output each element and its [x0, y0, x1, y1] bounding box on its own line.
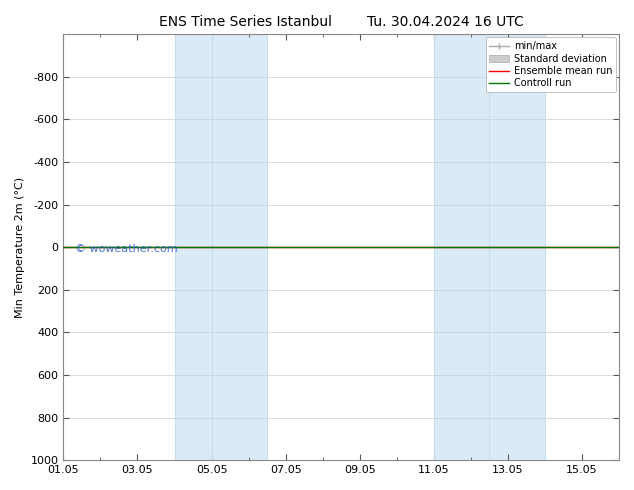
Bar — [489, 34, 545, 460]
Legend: min/max, Standard deviation, Ensemble mean run, Controll run: min/max, Standard deviation, Ensemble me… — [486, 37, 616, 92]
Bar — [174, 34, 212, 460]
Text: © woweather.com: © woweather.com — [75, 245, 177, 254]
Y-axis label: Min Temperature 2m (°C): Min Temperature 2m (°C) — [15, 177, 25, 318]
Title: ENS Time Series Istanbul        Tu. 30.04.2024 16 UTC: ENS Time Series Istanbul Tu. 30.04.2024 … — [159, 15, 524, 29]
Bar — [212, 34, 267, 460]
Bar — [434, 34, 489, 460]
